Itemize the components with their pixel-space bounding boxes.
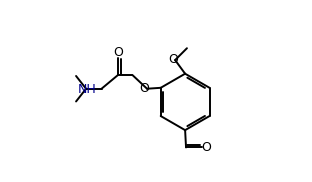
- Text: NH: NH: [77, 83, 96, 96]
- Text: O: O: [140, 82, 150, 95]
- Text: O: O: [168, 53, 178, 66]
- Text: O: O: [201, 141, 211, 154]
- Text: O: O: [113, 46, 123, 59]
